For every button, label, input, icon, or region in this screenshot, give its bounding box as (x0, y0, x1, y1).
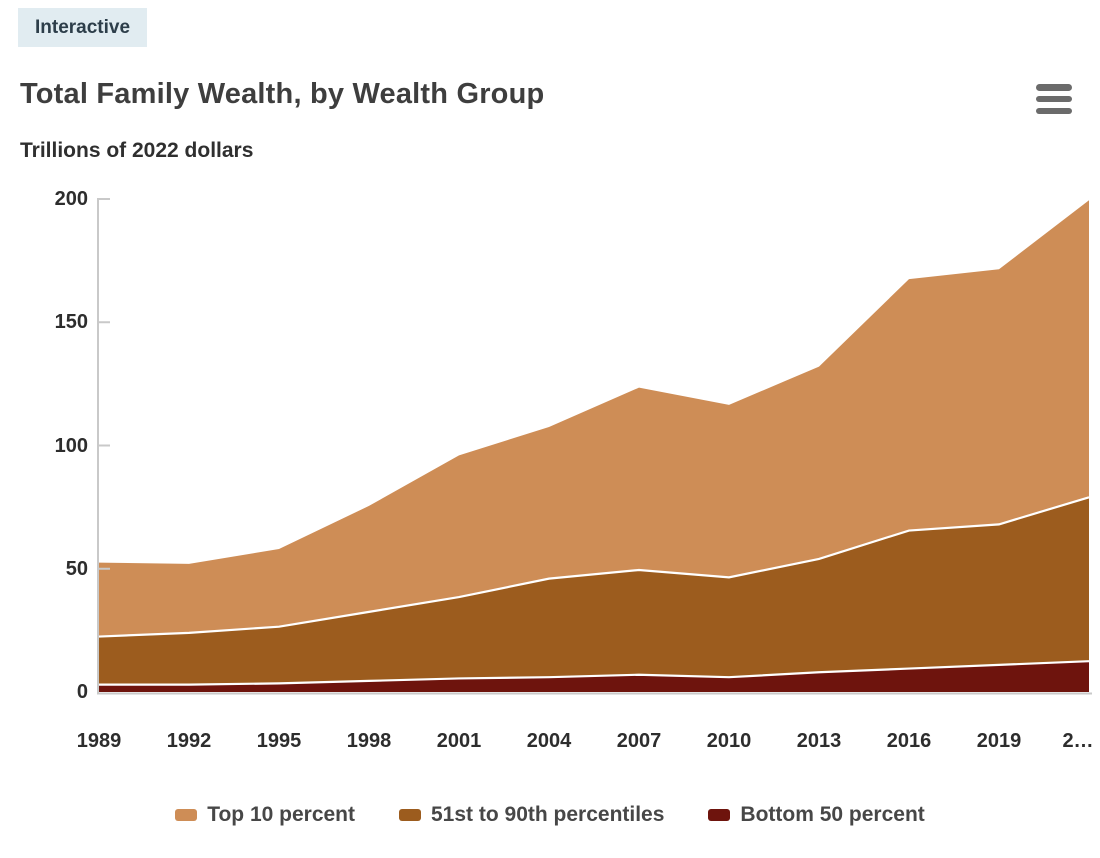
page-title: Total Family Wealth, by Wealth Group (20, 78, 545, 110)
stacked-area-chart: 0 50 100 150 200 1989 1992 1995 1998 2001 2004 2007… (54, 188, 1094, 752)
legend-swatch-icon (399, 809, 421, 821)
legend-label: Top 10 percent (207, 803, 355, 826)
hamburger-menu-icon (1036, 84, 1072, 91)
chart-legend: Top 10 percent 51st to 90th percentiles Bo… (0, 803, 1100, 827)
legend-swatch-icon (175, 809, 198, 821)
y-axis-label-0: 0 (76, 681, 88, 703)
title-row: Total Family Wealth, by Wealth Group (20, 78, 1080, 114)
series-separator-line (99, 660, 1090, 686)
chart-context-menu-button[interactable] (1036, 84, 1072, 114)
legend-item-51st-to-90th-percentiles[interactable]: 51st to 90th percentiles (399, 803, 664, 827)
y-axis-label-150: 150 (54, 311, 88, 334)
x-axis-label-2007: 2007 (616, 730, 662, 752)
x-axis-label-1995: 1995 (256, 730, 302, 752)
legend-swatch-icon (708, 809, 731, 821)
y-axis-label-200: 200 (54, 188, 88, 210)
area-51st-to-90th-percentiles[interactable] (99, 497, 1089, 692)
chart-subtitle: Trillions of 2022 dollars (20, 139, 254, 162)
series-separator-line (98, 496, 1090, 638)
y-axis-label-100: 100 (54, 434, 88, 457)
x-axis-label-1992: 1992 (166, 730, 212, 752)
legend-item-bottom-50-percent[interactable]: Bottom 50 percent (708, 803, 925, 827)
x-axis-label-1998: 1998 (346, 730, 392, 752)
x-axis-label-1989: 1989 (76, 730, 122, 752)
x-axis-label-2004: 2004 (526, 730, 572, 752)
x-axis-label-2010: 2010 (706, 730, 752, 752)
legend-item-top-10-percent[interactable]: Top 10 percent (175, 803, 355, 827)
legend-label: Bottom 50 percent (740, 803, 925, 826)
legend-label: 51st to 90th percentiles (431, 803, 665, 826)
x-axis-label-2019: 2019 (976, 730, 1022, 752)
x-axis-label-2013: 2013 (796, 730, 842, 752)
x-axis-label-2022: 2… (1062, 730, 1094, 752)
y-axis-label-50: 50 (65, 557, 88, 580)
interactive-badge: Interactive (18, 8, 148, 47)
x-axis-label-2001: 2001 (436, 730, 482, 752)
x-axis-label-2016: 2016 (886, 730, 932, 752)
